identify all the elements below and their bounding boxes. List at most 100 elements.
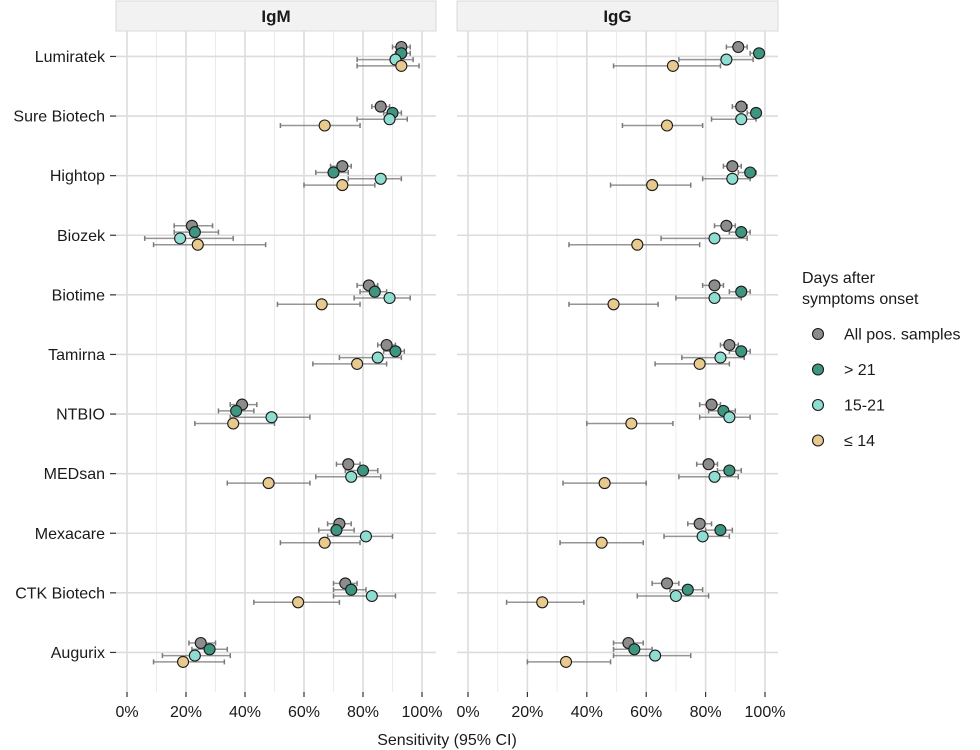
data-point-14	[315, 298, 328, 311]
data-point-15-21	[669, 589, 682, 603]
data-point-21	[389, 345, 402, 358]
data-point-all-pos-samples	[380, 338, 393, 352]
data-point-14	[559, 655, 573, 668]
data-point-14	[191, 238, 204, 251]
data-point-all-pos-samples	[720, 219, 733, 232]
category-group-biozek	[568, 219, 751, 251]
data-point-15-21	[359, 530, 373, 543]
data-point-21	[681, 583, 694, 596]
category-group-tamirna	[654, 338, 751, 370]
data-point-15-21	[714, 351, 727, 364]
category-group-ctk-biotech	[253, 577, 397, 609]
category-group-biotime	[568, 279, 751, 311]
category-group-ntbio	[194, 398, 311, 430]
data-point-14	[598, 477, 611, 490]
data-point-21	[230, 404, 243, 417]
x-tick-label: 20%	[511, 704, 543, 721]
data-point-14	[336, 179, 349, 192]
category-group-medsan	[562, 458, 742, 490]
data-point-14	[646, 179, 659, 192]
category-group-biozek	[143, 219, 267, 251]
y-tick-label: Augurix	[51, 645, 105, 662]
legend-key	[811, 363, 825, 376]
data-point-15-21	[726, 172, 739, 185]
data-point-all-pos-samples	[735, 100, 748, 113]
data-point-14	[595, 536, 608, 549]
y-tick-label: CTK Biotech	[15, 585, 105, 602]
data-point-15-21	[371, 351, 384, 364]
legend-title: symptoms onset	[802, 291, 919, 308]
data-point-14	[318, 536, 331, 549]
data-point-15-21	[723, 411, 736, 424]
data-point-15-21	[383, 113, 396, 126]
data-point-all-pos-samples	[705, 398, 718, 411]
legend-label: 15-21	[844, 398, 885, 415]
x-tick-label: 0%	[115, 704, 138, 721]
data-point-14	[536, 596, 549, 609]
x-tick-label: 100%	[745, 704, 786, 721]
data-point-all-pos-samples	[336, 160, 349, 173]
legend-title: Days after	[802, 270, 876, 287]
data-point-all-pos-samples	[660, 577, 674, 590]
y-tick-label: Biotime	[52, 287, 105, 304]
data-point-21	[327, 166, 340, 179]
y-axis: Lumiratek Sure Biotech Hightop Biozek Biotim…	[13, 49, 116, 662]
panel-igm: IgM 0% 20% 40% 60% 80% 100%	[115, 0, 442, 721]
data-point-14	[262, 477, 275, 490]
x-tick-label: 40%	[229, 704, 261, 721]
data-point-15-21	[720, 53, 733, 66]
legend-label: > 21	[844, 362, 876, 379]
data-point-14	[607, 298, 620, 311]
data-point-14	[395, 59, 408, 72]
x-tick-label: 80%	[690, 704, 722, 721]
data-point-21	[345, 583, 358, 596]
data-point-15-21	[265, 411, 278, 424]
legend: Days after symptoms onset All pos. samples…	[802, 270, 961, 450]
x-tick-label: 40%	[571, 704, 603, 721]
data-point-15-21	[345, 470, 358, 483]
x-tick-label: 0%	[456, 704, 479, 721]
data-point-21	[735, 345, 748, 358]
data-point-21	[735, 285, 748, 298]
data-point-21	[744, 166, 757, 179]
x-axis: 0% 20% 40% 60% 80% 100%	[456, 692, 785, 721]
data-point-14	[318, 119, 331, 132]
x-tick-label: 100%	[402, 704, 443, 721]
data-point-21	[628, 643, 641, 656]
data-point-all-pos-samples	[726, 160, 739, 173]
data-point-21	[330, 524, 343, 537]
y-tick-label: NTBIO	[56, 407, 105, 424]
x-axis: 0% 20% 40% 60% 80% 100%	[115, 692, 442, 721]
strip-label: IgG	[603, 7, 631, 26]
category-group-sure-biotech	[279, 100, 408, 132]
data-point-all-pos-samples	[342, 458, 355, 471]
legend-key	[811, 434, 825, 447]
category-group-augurix	[152, 636, 231, 668]
data-point-14	[625, 417, 638, 430]
legend-key	[811, 327, 825, 341]
y-tick-label: Hightop	[50, 168, 105, 185]
category-group-hightop	[609, 160, 757, 192]
legend-key	[811, 398, 825, 412]
category-group-tamirna	[312, 338, 406, 370]
data-point-14	[177, 655, 190, 668]
category-group-lumiratek	[612, 40, 766, 72]
y-tick-label: Sure Biotech	[13, 109, 105, 126]
x-tick-label: 20%	[170, 704, 202, 721]
category-group-mexacare	[559, 517, 734, 549]
data-point-14	[227, 417, 240, 430]
data-point-14	[292, 596, 305, 609]
y-tick-label: Lumiratek	[35, 49, 106, 66]
data-point-15-21	[188, 649, 201, 662]
data-point-21	[753, 47, 766, 60]
data-point-all-pos-samples	[374, 100, 387, 113]
x-tick-label: 80%	[347, 704, 379, 721]
category-group-biotime	[276, 279, 411, 311]
category-group-mexacare	[279, 517, 394, 549]
data-point-15-21	[383, 291, 396, 305]
data-point-15-21	[374, 172, 387, 185]
data-point-all-pos-samples	[708, 279, 721, 292]
data-point-14	[666, 59, 679, 72]
data-point-21	[203, 643, 216, 656]
